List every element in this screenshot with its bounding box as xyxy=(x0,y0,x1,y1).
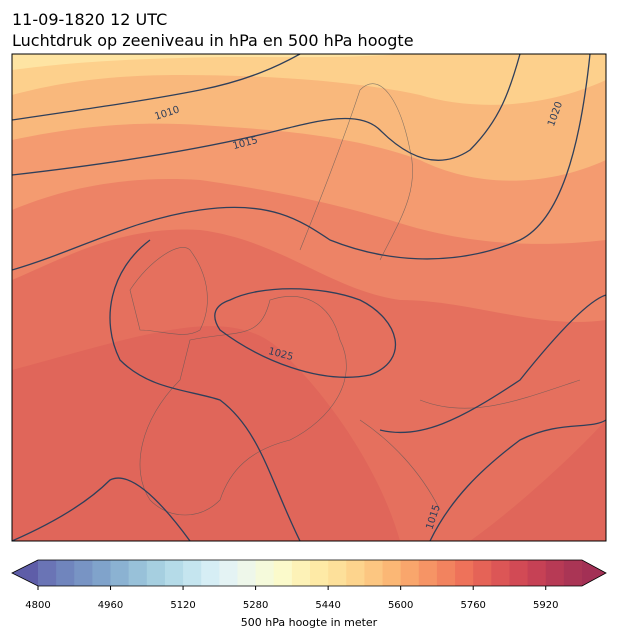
colorbar-cell xyxy=(491,560,510,586)
colorbar-cell xyxy=(418,560,438,586)
colorbar-cell xyxy=(382,560,402,586)
colorbar-cell xyxy=(110,560,130,586)
colorbar: 4800 4960 5120 5280 5440 5600 5760 5920 xyxy=(11,559,607,611)
colorbar-outline xyxy=(11,559,607,587)
colorbar-cell xyxy=(509,560,529,586)
colorbar-cell xyxy=(255,560,275,586)
colorbar-cell xyxy=(364,560,384,586)
colorbar-cell xyxy=(328,560,347,586)
colorbar-tick-label: 4960 xyxy=(98,600,123,611)
colorbar-cell xyxy=(183,560,202,586)
colorbar-cell xyxy=(38,560,57,586)
colorbar-cell xyxy=(128,560,148,586)
colorbar-over xyxy=(582,560,606,586)
colorbar-cell xyxy=(310,560,329,586)
colorbar-cell xyxy=(436,560,456,586)
colorbar-tick-label: 4800 xyxy=(25,600,50,611)
colorbar-cell xyxy=(455,560,474,586)
colorbar-cell xyxy=(563,560,583,586)
colorbar-cell xyxy=(346,560,365,586)
colorbar-cell xyxy=(273,560,293,586)
colorbar-cell xyxy=(74,560,93,586)
map xyxy=(12,54,606,541)
colorbar-cell xyxy=(201,560,220,586)
title: 11-09-1820 12 UTC xyxy=(12,10,167,29)
colorbar-tick-label: 5760 xyxy=(460,600,485,611)
subtitle: Luchtdruk op zeeniveau in hPa en 500 hPa… xyxy=(12,31,414,50)
colorbar-tick-label: 5920 xyxy=(533,600,558,611)
colorbar-cell xyxy=(237,560,257,586)
colorbar-label: 500 hPa hoogte in meter xyxy=(241,616,378,629)
colorbar-cell xyxy=(545,560,565,586)
colorbar-tick-label: 5120 xyxy=(170,600,195,611)
colorbar-cell xyxy=(92,560,112,586)
colorbar-tick-label: 5440 xyxy=(315,600,340,611)
colorbar-cell xyxy=(291,560,311,586)
colorbar-cell xyxy=(56,560,75,586)
colorbar-cell xyxy=(473,560,492,586)
colorbar-tick-label: 5600 xyxy=(388,600,413,611)
map-frame xyxy=(11,53,607,542)
colorbar-cell xyxy=(219,560,238,586)
colorbar-cell xyxy=(164,560,184,586)
colorbar-tick-label: 5280 xyxy=(243,600,268,611)
colorbar-cell xyxy=(527,560,547,586)
colorbar-cell xyxy=(400,560,420,586)
colorbar-under xyxy=(12,560,38,586)
colorbar-cell xyxy=(146,560,166,586)
